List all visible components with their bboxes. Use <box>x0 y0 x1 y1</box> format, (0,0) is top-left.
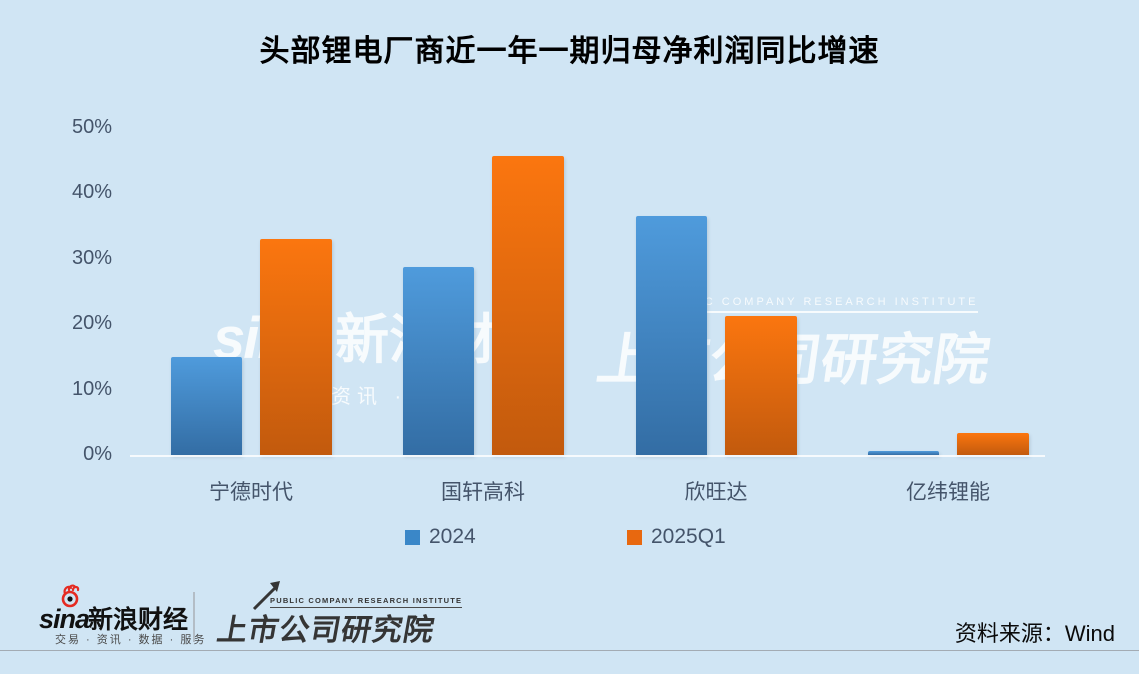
bar-2025Q1-宁德时代 <box>260 239 332 455</box>
footer-separator-line <box>0 650 1139 651</box>
legend-label-2024: 2024 <box>429 525 476 548</box>
y-tick-0%: 0% <box>83 443 112 465</box>
bar-2024-宁德时代 <box>171 357 242 455</box>
legend-item-2025q1: 2025Q1 <box>627 525 726 549</box>
chart-title: 头部锂电厂商近一年一期归母净利润同比增速 <box>259 35 880 68</box>
sina-finance-brand: 新浪财经 <box>88 606 189 634</box>
sina-eye-icon <box>59 584 89 613</box>
category-label-国轩高科: 国轩高科 <box>441 481 525 504</box>
bar-2025Q1-国轩高科 <box>492 156 564 455</box>
bar-2024-欣旺达 <box>636 216 707 455</box>
bar-2025Q1-欣旺达 <box>725 316 797 455</box>
legend-swatch-2024 <box>405 529 420 545</box>
sina-wordmark: sina <box>39 604 90 634</box>
institute-logo: PUBLIC COMPANY RESEARCH INSTITUTE 上市公司研究… <box>212 581 463 647</box>
category-label-亿纬锂能: 亿纬锂能 <box>906 481 990 504</box>
category-label-欣旺达: 欣旺达 <box>684 481 748 504</box>
x-axis-line <box>130 455 1045 457</box>
y-tick-30%: 30% <box>71 247 112 269</box>
legend-label-2025q1: 2025Q1 <box>651 525 726 548</box>
sina-finance-logo: sina <box>35 584 190 644</box>
y-tick-10%: 10% <box>71 378 112 400</box>
footer-divider <box>193 592 195 642</box>
plot-area <box>115 127 1080 455</box>
institute-watermark: PUBLIC COMPANY RESEARCH INSTITUTE 上市公司研究… <box>593 292 994 396</box>
y-tick-40%: 40% <box>71 181 112 203</box>
bar-2025Q1-亿纬锂能 <box>957 433 1029 455</box>
y-tick-20%: 20% <box>71 312 112 334</box>
category-label-宁德时代: 宁德时代 <box>209 481 293 504</box>
y-tick-50%: 50% <box>71 116 112 138</box>
institute-name: 上市公司研究院 <box>214 614 438 647</box>
legend-item-2024: 2024 <box>405 525 476 549</box>
bar-2024-亿纬锂能 <box>868 451 939 455</box>
legend-swatch-2025q1 <box>627 529 642 545</box>
bar-2024-国轩高科 <box>403 267 474 455</box>
arrow-up-icon <box>250 581 284 616</box>
institute-watermark-en: PUBLIC COMPANY RESEARCH INSTITUTE <box>658 296 979 313</box>
data-source: 资料来源：Wind <box>954 621 1115 646</box>
institute-en-label: PUBLIC COMPANY RESEARCH INSTITUTE <box>270 596 463 608</box>
sina-finance-tagline: 交易 · 资讯 · 数据 · 服务 <box>55 634 207 646</box>
